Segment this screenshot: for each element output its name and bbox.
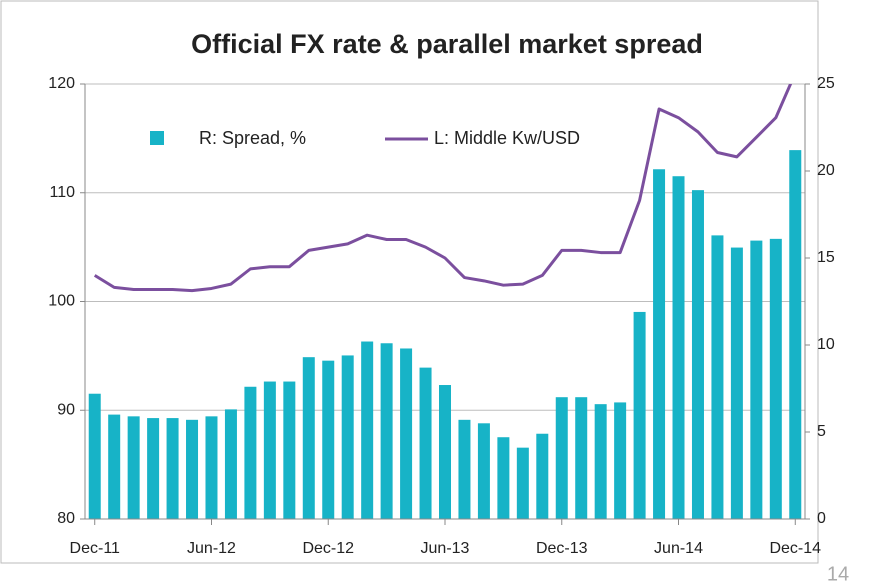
- bar: [205, 416, 218, 519]
- y2-tick-label: 5: [817, 423, 826, 440]
- bar: [400, 348, 413, 519]
- bar: [458, 419, 471, 519]
- legend-swatch: [150, 131, 164, 145]
- bar: [127, 416, 140, 519]
- y2-tick-label: 20: [817, 162, 835, 179]
- bar: [108, 414, 121, 519]
- bar: [302, 357, 315, 519]
- bar: [769, 238, 782, 519]
- bar: [691, 190, 704, 519]
- legend-label: L: Middle Kw/USD: [434, 128, 580, 148]
- bar: [147, 418, 160, 519]
- x-tick-label: Jun-14: [654, 540, 703, 557]
- bar: [750, 240, 763, 519]
- bar: [322, 360, 335, 519]
- bar: [283, 381, 296, 519]
- bar: [224, 409, 237, 519]
- y2-tick-label: 25: [817, 75, 835, 92]
- y2-tick-label: 15: [817, 249, 835, 266]
- line: [93, 84, 793, 293]
- bar: [672, 176, 685, 519]
- bar: [477, 423, 490, 519]
- chart-title: Official FX rate & parallel market sprea…: [191, 29, 703, 59]
- bar: [516, 447, 529, 519]
- legend-label: R: Spread, %: [199, 128, 306, 148]
- bar: [263, 381, 276, 519]
- y-tick-label: 80: [57, 510, 75, 527]
- x-tick-label: Jun-12: [187, 540, 236, 557]
- bar: [88, 393, 101, 519]
- bar: [439, 385, 451, 519]
- bar: [419, 367, 432, 519]
- bar: [555, 397, 568, 519]
- bar: [614, 402, 627, 519]
- bar: [594, 404, 607, 519]
- x-tick-label: Dec-11: [70, 540, 120, 557]
- y-tick-label: 120: [48, 75, 75, 92]
- bar: [361, 341, 374, 519]
- plot-area: [88, 84, 802, 519]
- y-tick-label: 90: [57, 401, 75, 418]
- bar: [341, 355, 354, 519]
- y-tick-label: 100: [48, 293, 75, 310]
- bar: [575, 397, 588, 519]
- bar: [711, 235, 724, 519]
- x-tick-label: Jun-13: [421, 540, 470, 557]
- bar: [380, 343, 393, 519]
- bar: [653, 169, 666, 519]
- bar: [633, 311, 646, 519]
- x-tick-label: Dec-12: [302, 540, 354, 557]
- x-tick-label: Dec-14: [769, 540, 821, 557]
- bar: [244, 386, 257, 519]
- page-number: 14: [827, 563, 849, 585]
- y2-tick-label: 0: [817, 510, 826, 527]
- x-tick-label: Dec-13: [536, 540, 588, 557]
- y-tick-label: 110: [49, 184, 75, 201]
- bar: [730, 247, 743, 519]
- bar: [536, 433, 549, 519]
- y2-tick-label: 10: [817, 336, 835, 353]
- bar: [789, 150, 802, 519]
- chart-border: [0, 0, 819, 564]
- bar: [166, 418, 179, 519]
- bar: [186, 419, 199, 519]
- bar: [497, 437, 510, 519]
